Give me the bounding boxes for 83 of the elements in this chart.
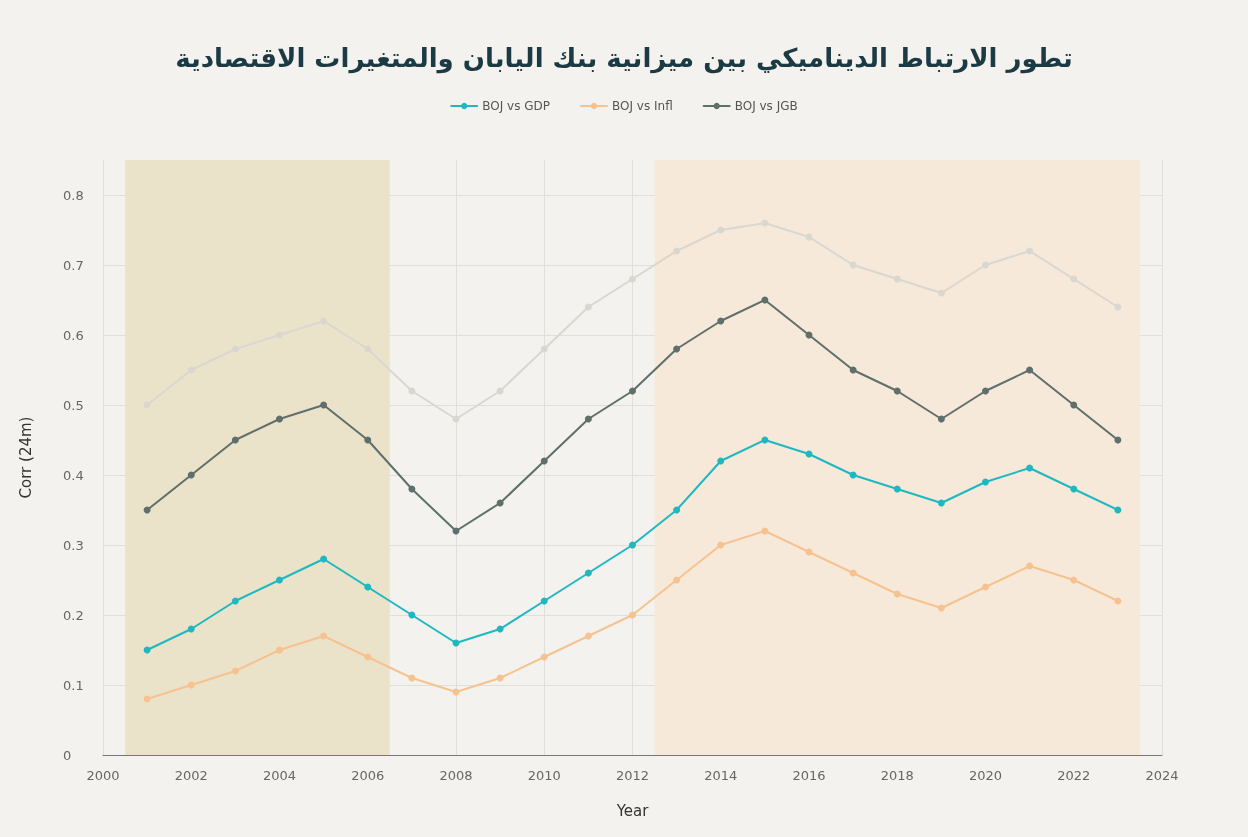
- point: [320, 401, 328, 409]
- point: [1070, 485, 1078, 493]
- legend-label: BOJ vs GDP: [482, 99, 551, 113]
- point: [320, 555, 328, 563]
- point: [893, 275, 901, 283]
- point: [717, 317, 725, 325]
- y-tick-label: 0.5: [63, 397, 84, 413]
- point: [673, 576, 681, 584]
- point: [364, 436, 372, 444]
- chart-title: تطور الارتباط الديناميكي بين ميزانية بنك اليابان والمتغيرات الاقتصادية: [175, 43, 1073, 74]
- point: [231, 597, 239, 605]
- y-axis-title: Corr (24m): [16, 416, 35, 499]
- x-tick-label: 2022: [1057, 768, 1091, 783]
- x-tick-label: 2000: [86, 768, 120, 783]
- point: [584, 632, 592, 640]
- point: [540, 597, 548, 605]
- point: [1026, 464, 1034, 472]
- point: [937, 415, 945, 423]
- y-tick-label: 0.3: [63, 537, 84, 553]
- point: [276, 646, 283, 654]
- x-tick-label: 2018: [880, 768, 914, 783]
- point: [1070, 401, 1078, 409]
- y-tick-label: 0.7: [63, 257, 84, 273]
- y-tick-label: 0.4: [63, 467, 84, 483]
- point: [673, 345, 681, 353]
- point: [276, 576, 283, 584]
- point: [982, 261, 989, 269]
- point: [187, 681, 195, 689]
- x-tick-label: 2004: [262, 768, 297, 783]
- legend-label: BOJ vs JGB: [734, 99, 798, 113]
- x-tick-label: 2002: [174, 768, 208, 783]
- point: [540, 457, 548, 465]
- point: [231, 667, 239, 675]
- point: [1026, 562, 1034, 570]
- point: [584, 303, 592, 311]
- point: [893, 485, 901, 493]
- point: [673, 247, 681, 255]
- y-tick-label: 0.6: [63, 327, 84, 343]
- x-tick-label: 2010: [527, 768, 561, 783]
- x-tick-label: 2016: [792, 768, 826, 783]
- x-tick-label: 2014: [704, 768, 738, 783]
- point: [717, 541, 725, 549]
- point: [673, 506, 681, 514]
- point: [187, 471, 195, 479]
- x-tick-label: 2024: [1145, 768, 1179, 783]
- point: [629, 275, 636, 283]
- point: [937, 289, 945, 297]
- point: [1026, 247, 1034, 255]
- point: [1070, 576, 1078, 584]
- point: [717, 226, 725, 234]
- y-tick-label: 0.8: [63, 187, 84, 203]
- point: [540, 653, 548, 661]
- legend-label: BOJ vs Infl: [612, 99, 673, 113]
- point: [629, 387, 636, 395]
- point: [937, 499, 945, 507]
- point: [717, 457, 725, 465]
- x-axis-title: Year: [615, 801, 650, 820]
- point: [982, 387, 989, 395]
- point: [231, 436, 239, 444]
- point: [584, 569, 592, 577]
- point: [982, 478, 989, 486]
- point: [584, 415, 592, 423]
- y-tick-label: 0: [63, 747, 72, 763]
- point: [629, 541, 636, 549]
- y-tick-label: 0.1: [63, 677, 84, 693]
- point: [893, 590, 901, 598]
- point: [629, 611, 636, 619]
- point: [982, 583, 989, 591]
- point: [893, 387, 901, 395]
- point: [364, 583, 372, 591]
- point: [937, 604, 945, 612]
- point: [364, 653, 372, 661]
- point: [540, 345, 548, 353]
- y-tick-label: 0.2: [63, 607, 84, 623]
- point: [1070, 275, 1078, 283]
- x-tick-label: 2020: [968, 768, 1003, 783]
- x-tick-label: 2012: [615, 768, 650, 783]
- point: [276, 415, 283, 423]
- point: [187, 625, 195, 633]
- x-tick-label: 2008: [439, 768, 473, 783]
- x-tick-label: 2006: [351, 768, 385, 783]
- point: [320, 632, 328, 640]
- point: [1026, 366, 1034, 374]
